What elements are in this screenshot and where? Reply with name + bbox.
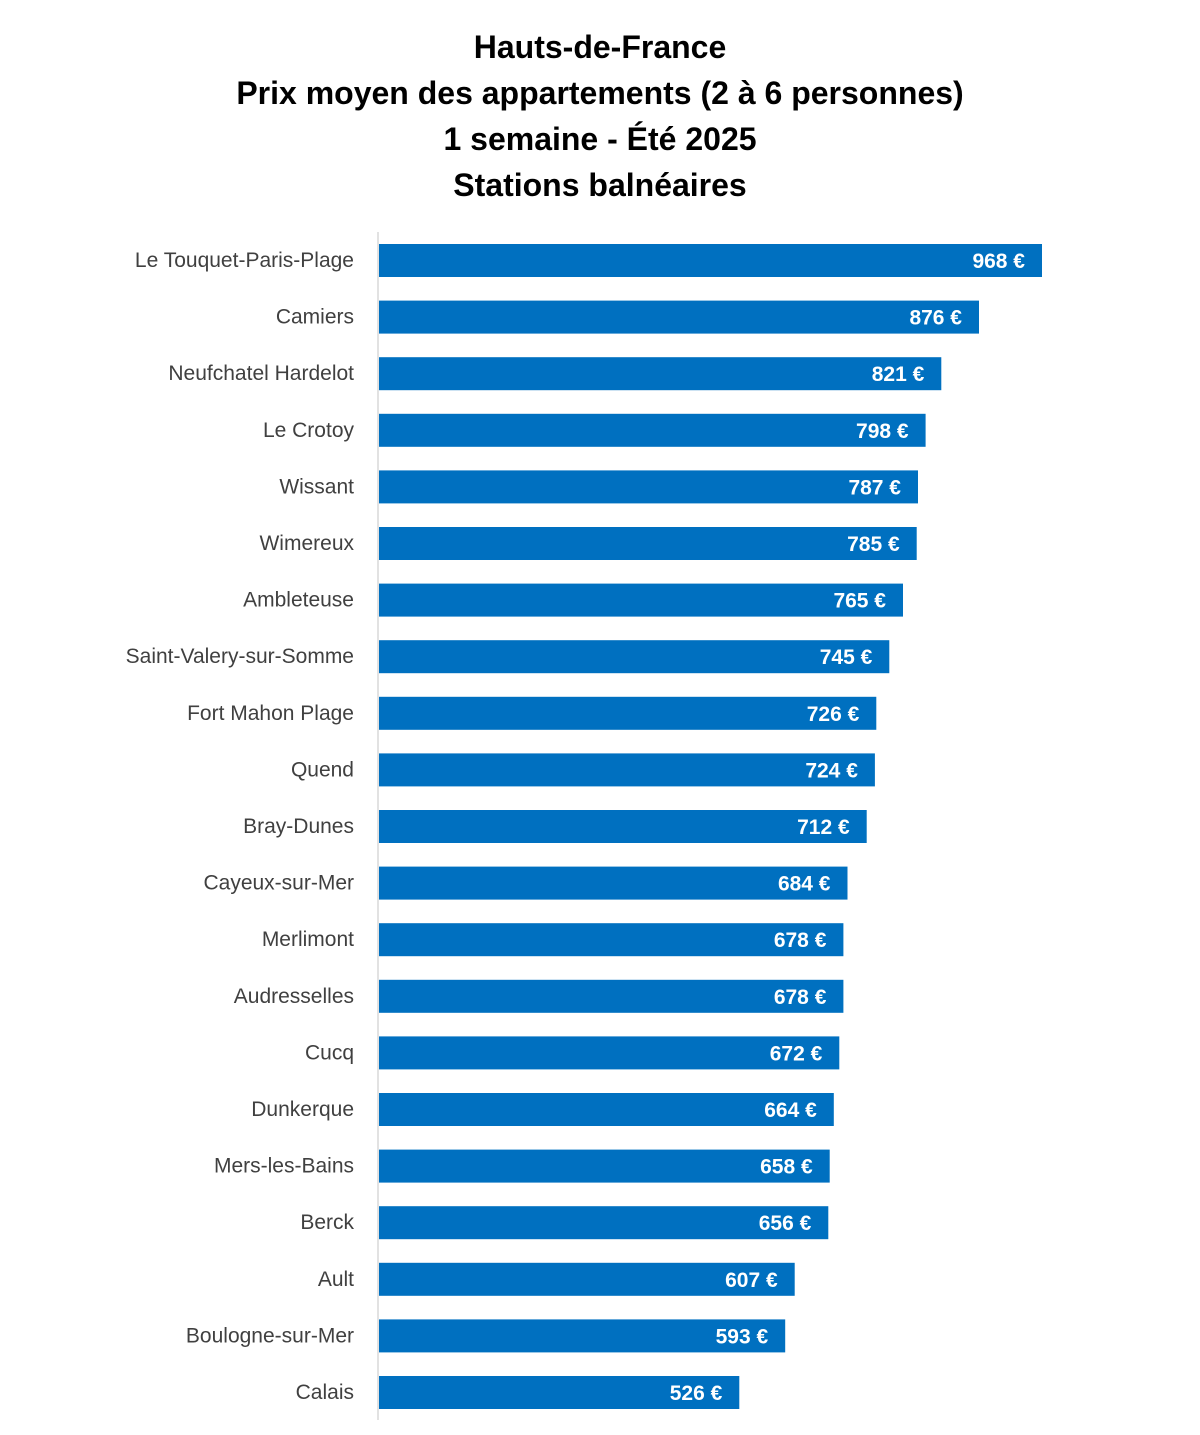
category-label: Le Touquet-Paris-Plage: [135, 249, 354, 272]
bar: [379, 357, 942, 391]
bar: [379, 753, 875, 787]
value-label: 593 €: [716, 1325, 769, 1348]
title-line-2: Prix moyen des appartements (2 à 6 perso…: [236, 75, 964, 111]
value-label: 678 €: [774, 986, 827, 1009]
value-label: 968 €: [972, 250, 1025, 273]
bar: [379, 1149, 830, 1183]
bar: [379, 923, 844, 957]
bar: [379, 1206, 829, 1240]
bar: [379, 1262, 795, 1296]
category-label: Wimereux: [259, 532, 354, 555]
bar: [379, 1376, 740, 1409]
title-line-3: 1 semaine - Été 2025: [443, 121, 757, 157]
bar: [379, 583, 903, 617]
value-label: 712 €: [797, 816, 850, 839]
value-label: 684 €: [778, 873, 831, 896]
value-label: 821 €: [872, 363, 925, 386]
category-label: Saint-Valery-sur-Somme: [126, 645, 354, 668]
bar: [379, 696, 877, 730]
value-label: 876 €: [909, 307, 962, 330]
chart-title: Hauts-de-France Prix moyen des apparteme…: [0, 24, 1200, 208]
category-label: Wissant: [279, 475, 354, 498]
category-label: Bray-Dunes: [243, 815, 354, 838]
category-label: Merlimont: [262, 928, 354, 951]
category-label: Calais: [296, 1381, 354, 1404]
bar: [379, 300, 979, 334]
value-label: 672 €: [770, 1042, 823, 1065]
value-label: 607 €: [725, 1269, 778, 1292]
title-line-4: Stations balnéaires: [453, 167, 747, 203]
bar: [379, 470, 918, 504]
category-label: Cayeux-sur-Mer: [203, 872, 354, 895]
bar: [379, 1036, 840, 1070]
value-label: 726 €: [807, 703, 860, 726]
category-label: Mers-les-Bains: [214, 1155, 354, 1178]
category-label: Camiers: [276, 306, 354, 329]
bar: [379, 244, 1042, 277]
bar: [379, 640, 890, 674]
value-label: 664 €: [764, 1099, 817, 1122]
bar: [379, 810, 867, 843]
category-label: Audresselles: [234, 985, 354, 1008]
title-line-1: Hauts-de-France: [473, 29, 727, 65]
category-label: Cucq: [305, 1041, 354, 1064]
category-label: Ambleteuse: [243, 589, 354, 612]
value-label: 745 €: [820, 646, 873, 669]
category-label: Berck: [300, 1211, 354, 1234]
value-label: 658 €: [760, 1156, 813, 1179]
value-label: 765 €: [833, 590, 886, 613]
bar: [379, 413, 926, 447]
bar: [379, 979, 844, 1013]
bar: [379, 866, 848, 900]
category-label: Dunkerque: [251, 1098, 354, 1121]
category-label: Quend: [291, 758, 354, 781]
category-label: Fort Mahon Plage: [187, 702, 354, 725]
value-label: 656 €: [759, 1212, 812, 1235]
category-label: Le Crotoy: [263, 419, 355, 442]
bar: [379, 527, 917, 560]
value-label: 798 €: [856, 420, 909, 443]
value-label: 785 €: [847, 533, 900, 556]
value-label: 724 €: [805, 759, 858, 782]
bar: [379, 1093, 834, 1126]
value-label: 526 €: [670, 1382, 723, 1405]
category-label: Ault: [318, 1268, 354, 1291]
category-label: Neufchatel Hardelot: [168, 362, 354, 385]
bar: [379, 1319, 786, 1353]
value-label: 787 €: [848, 476, 901, 499]
category-label: Boulogne-sur-Mer: [186, 1324, 354, 1347]
value-label: 678 €: [774, 929, 827, 952]
